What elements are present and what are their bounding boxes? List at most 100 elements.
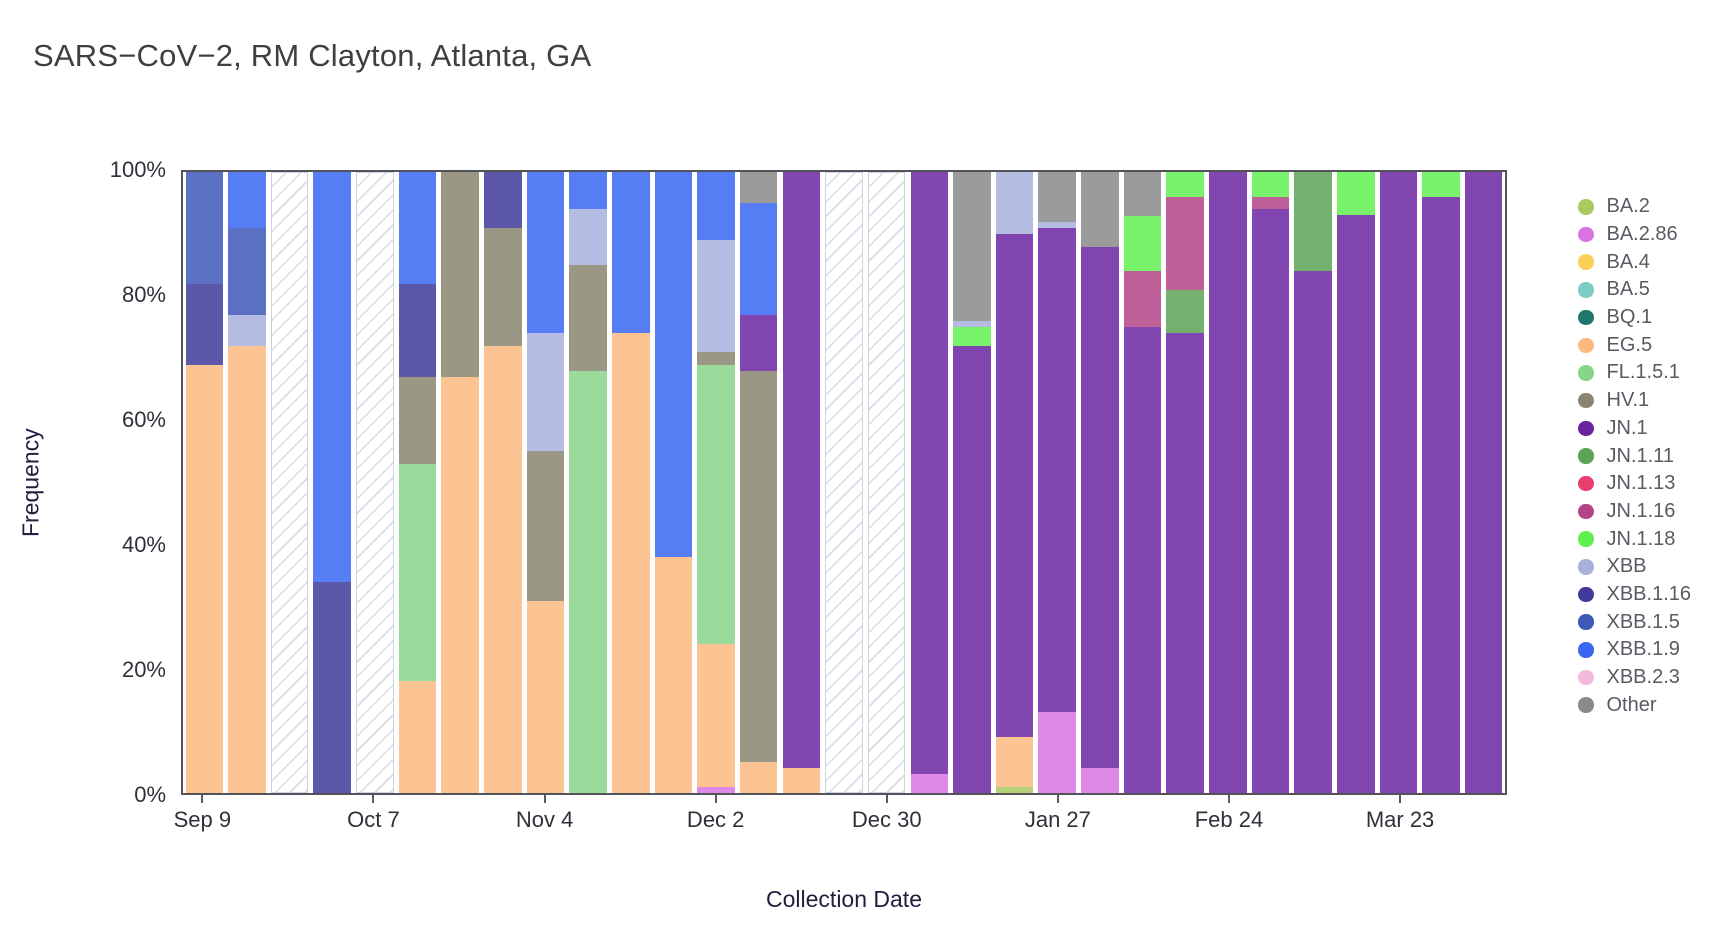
bar[interactable] bbox=[995, 172, 1034, 793]
bar-segment-Other[interactable] bbox=[1038, 172, 1076, 222]
bar-segment-JN.1.18[interactable] bbox=[1251, 172, 1290, 197]
legend-item-XBB[interactable]: XBB bbox=[1578, 553, 1691, 581]
bar-segment-Other[interactable] bbox=[953, 172, 991, 322]
bar[interactable] bbox=[1336, 172, 1375, 793]
bar[interactable] bbox=[1166, 172, 1204, 793]
legend-item-BA.2[interactable]: BA.2 bbox=[1578, 193, 1691, 221]
legend-item-JN.1.11[interactable]: JN.1.11 bbox=[1578, 442, 1691, 470]
bar-segment-EG.5[interactable] bbox=[995, 737, 1034, 787]
bar-segment-JN.1.18[interactable] bbox=[1166, 172, 1204, 197]
bar-segment-EG.5[interactable] bbox=[654, 557, 693, 793]
legend-item-XBB.2.3[interactable]: XBB.2.3 bbox=[1578, 664, 1691, 692]
legend-item-JN.1.16[interactable]: JN.1.16 bbox=[1578, 498, 1691, 526]
bar-segment-JN.1[interactable] bbox=[1081, 246, 1119, 769]
legend-item-EG.5[interactable]: EG.5 bbox=[1578, 331, 1691, 359]
bar-segment-JN.1.16[interactable] bbox=[1166, 196, 1204, 290]
bar[interactable] bbox=[569, 172, 607, 793]
bar-segment-BA.2[interactable] bbox=[995, 786, 1034, 793]
bar-segment-JN.1[interactable] bbox=[1209, 172, 1247, 793]
bar-segment-EG.5[interactable] bbox=[398, 681, 437, 793]
bar-segment-FL.1.5.1[interactable] bbox=[398, 463, 437, 682]
bar-segment-EG.5[interactable] bbox=[441, 376, 479, 793]
bar-segment-BA.2.86[interactable] bbox=[697, 786, 735, 793]
bar-segment-XBB.1.16[interactable] bbox=[484, 172, 522, 228]
bar-segment-XBB.1.9[interactable] bbox=[398, 172, 437, 284]
bar-segment-XBB.1.9[interactable] bbox=[526, 172, 565, 334]
bar[interactable] bbox=[910, 172, 949, 793]
bar-segment-BA.2.86[interactable] bbox=[1081, 768, 1119, 793]
bar-segment-JN.1[interactable] bbox=[995, 234, 1034, 738]
bar-segment-JN.1.11[interactable] bbox=[1294, 172, 1332, 272]
bar-segment-XBB.1.9[interactable] bbox=[569, 172, 607, 210]
legend-item-XBB.1.16[interactable]: XBB.1.16 bbox=[1578, 581, 1691, 609]
bar-segment-JN.1[interactable] bbox=[1336, 215, 1375, 793]
bar-segment-EG.5[interactable] bbox=[185, 364, 224, 793]
bar-segment-Other[interactable] bbox=[739, 172, 778, 204]
bar-segment-XBB.1.9[interactable] bbox=[611, 172, 650, 334]
bar-segment-HV.1[interactable] bbox=[697, 352, 735, 365]
legend-item-BA.4[interactable]: BA.4 bbox=[1578, 248, 1691, 276]
bar[interactable] bbox=[1081, 172, 1119, 793]
bar-segment-FL.1.5.1[interactable] bbox=[697, 364, 735, 644]
bar-segment-EG.5[interactable] bbox=[526, 600, 565, 793]
bar-segment-XBB.1.16[interactable] bbox=[398, 283, 437, 377]
bar[interactable] bbox=[484, 172, 522, 793]
bar-segment-XBB[interactable] bbox=[526, 333, 565, 452]
bar-segment-XBB.1.9[interactable] bbox=[739, 203, 778, 315]
bar-segment-JN.1[interactable] bbox=[1379, 172, 1418, 793]
legend-item-JN.1.18[interactable]: JN.1.18 bbox=[1578, 525, 1691, 553]
bar-segment-JN.1.16[interactable] bbox=[1123, 271, 1162, 328]
legend-item-BA.2.86[interactable]: BA.2.86 bbox=[1578, 221, 1691, 249]
bar-segment-JN.1.18[interactable] bbox=[1422, 172, 1460, 197]
bar-segment-JN.1[interactable] bbox=[1123, 327, 1162, 793]
bar-segment-JN.1[interactable] bbox=[782, 172, 821, 769]
bar-segment-HV.1[interactable] bbox=[739, 370, 778, 762]
bar[interactable] bbox=[1379, 172, 1418, 793]
bar-segment-HV.1[interactable] bbox=[526, 451, 565, 601]
bar-segment-HV.1[interactable] bbox=[398, 376, 437, 464]
bar[interactable] bbox=[611, 172, 650, 793]
bar[interactable] bbox=[697, 172, 735, 793]
bar-segment-JN.1[interactable] bbox=[1464, 172, 1503, 793]
bar-segment-JN.1.18[interactable] bbox=[953, 327, 991, 346]
bar[interactable] bbox=[1464, 172, 1503, 793]
legend-item-BA.5[interactable]: BA.5 bbox=[1578, 276, 1691, 304]
bar[interactable] bbox=[228, 172, 266, 793]
legend-item-JN.1.13[interactable]: JN.1.13 bbox=[1578, 470, 1691, 498]
bar-segment-JN.1[interactable] bbox=[1166, 333, 1204, 793]
bar-segment-JN.1[interactable] bbox=[1038, 227, 1076, 713]
bar[interactable] bbox=[441, 172, 479, 793]
bar[interactable] bbox=[398, 172, 437, 793]
bar-segment-JN.1.16[interactable] bbox=[1251, 196, 1290, 210]
legend-item-XBB.1.9[interactable]: XBB.1.9 bbox=[1578, 636, 1691, 664]
bar[interactable] bbox=[185, 172, 224, 793]
bar-segment-JN.1[interactable] bbox=[1422, 196, 1460, 793]
bar-segment-JN.1.18[interactable] bbox=[1123, 215, 1162, 272]
bar[interactable] bbox=[1422, 172, 1460, 793]
bar-segment-JN.1.11[interactable] bbox=[1166, 290, 1204, 334]
legend-item-XBB.1.5[interactable]: XBB.1.5 bbox=[1578, 608, 1691, 636]
bar[interactable] bbox=[1123, 172, 1162, 793]
bar-segment-EG.5[interactable] bbox=[484, 345, 522, 793]
bar-segment-JN.1[interactable] bbox=[1251, 209, 1290, 793]
bar-segment-XBB[interactable] bbox=[953, 321, 991, 328]
bar[interactable] bbox=[526, 172, 565, 793]
bar-segment-XBB.1.5[interactable] bbox=[228, 227, 266, 315]
legend-item-JN.1[interactable]: JN.1 bbox=[1578, 415, 1691, 443]
bar[interactable] bbox=[654, 172, 693, 793]
bar[interactable] bbox=[739, 172, 778, 793]
bar-segment-EG.5[interactable] bbox=[739, 761, 778, 793]
bar-segment-JN.1[interactable] bbox=[739, 314, 778, 371]
bar-segment-XBB.1.5[interactable] bbox=[185, 172, 224, 284]
bar-segment-XBB.1.9[interactable] bbox=[697, 172, 735, 241]
bar-segment-JN.1[interactable] bbox=[953, 345, 991, 793]
bar[interactable] bbox=[1038, 172, 1076, 793]
bar-segment-EG.5[interactable] bbox=[228, 345, 266, 793]
legend-item-HV.1[interactable]: HV.1 bbox=[1578, 387, 1691, 415]
bar-segment-XBB.1.16[interactable] bbox=[185, 283, 224, 365]
bar-segment-HV.1[interactable] bbox=[484, 227, 522, 346]
legend-item-FL.1.5.1[interactable]: FL.1.5.1 bbox=[1578, 359, 1691, 387]
bar-segment-FL.1.5.1[interactable] bbox=[569, 370, 607, 793]
bar[interactable] bbox=[1209, 172, 1247, 793]
bar-segment-HV.1[interactable] bbox=[569, 265, 607, 371]
